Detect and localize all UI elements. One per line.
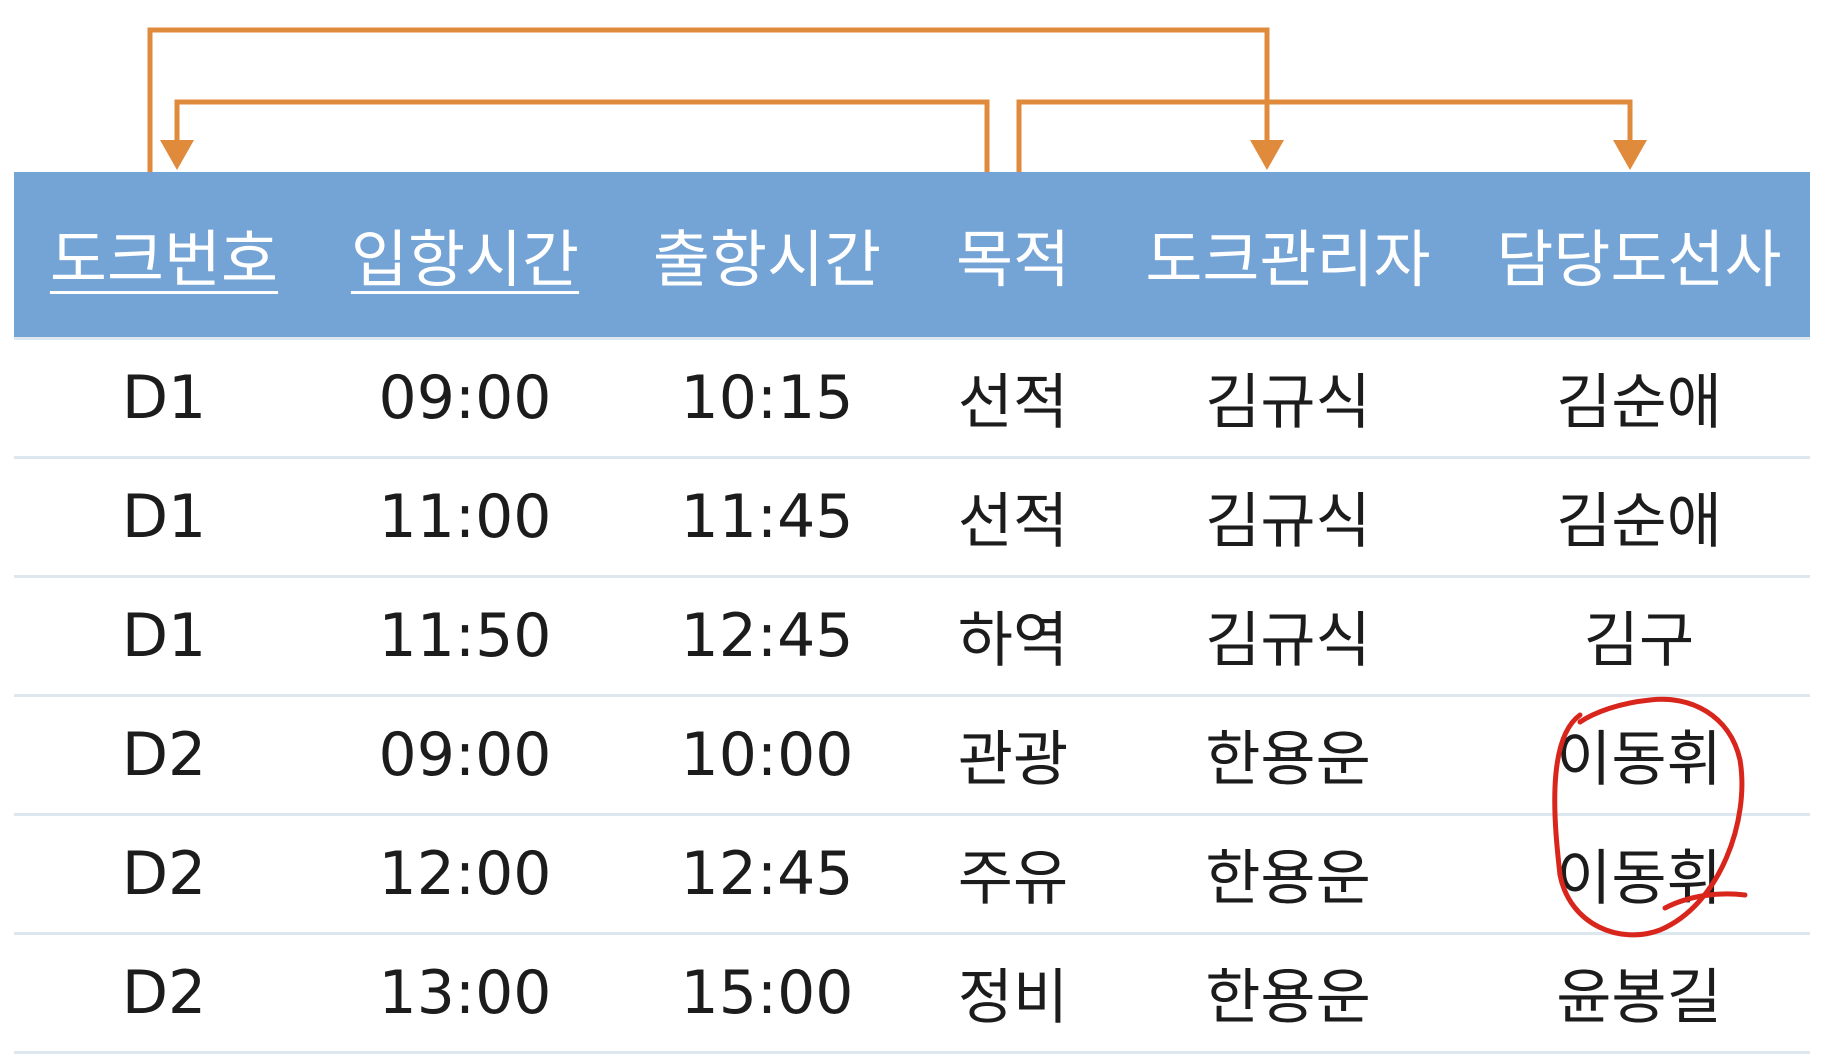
header-dock-number-label: 도크번호 [49, 223, 279, 297]
cell-dock-number: D1 [14, 576, 314, 697]
cell-dock-number: D2 [14, 814, 314, 935]
header-dock-manager-label: 도크관리자 [1145, 223, 1431, 297]
header-arrival-time-label: 입항시간 [350, 223, 580, 297]
cell-departure-time: 11:45 [616, 457, 918, 578]
cell-pilot: 윤봉길 [1468, 933, 1810, 1054]
cell-departure-time: 10:00 [616, 695, 918, 816]
table-row: D1 11:50 12:45 하역 김규식 김구 [14, 576, 1810, 697]
cell-arrival-time: 11:00 [314, 457, 616, 578]
cell-dock-manager: 한용운 [1108, 695, 1468, 816]
cell-dock-manager: 김규식 [1108, 336, 1468, 459]
cell-dock-manager: 한용운 [1108, 814, 1468, 935]
cell-dock-manager: 김규식 [1108, 576, 1468, 697]
header-arrival-time: 입항시간 [314, 172, 616, 338]
table-row: D1 11:00 11:45 선적 김규식 김순애 [14, 457, 1810, 578]
header-pilot: 담당도선사 [1468, 172, 1810, 338]
cell-purpose: 주유 [918, 814, 1108, 935]
cell-dock-number: D1 [14, 336, 314, 459]
cell-pilot: 김구 [1468, 576, 1810, 697]
cell-arrival-time: 09:00 [314, 695, 616, 816]
header-departure-time: 출항시간 [616, 172, 918, 338]
table-row: D2 13:00 15:00 정비 한용운 윤봉길 [14, 933, 1810, 1054]
header-dock-number: 도크번호 [14, 172, 314, 338]
cell-arrival-time: 09:00 [314, 336, 616, 459]
cell-departure-time: 10:15 [616, 336, 918, 459]
cell-purpose: 정비 [918, 933, 1108, 1054]
dependency-arrows [147, 27, 1647, 172]
dock-schedule-table-container: 도크번호 입항시간 출항시간 목적 도크관리자 담당도선사 D1 09:00 1… [14, 172, 1810, 1054]
cell-departure-time: 12:45 [616, 576, 918, 697]
header-row: 도크번호 입항시간 출항시간 목적 도크관리자 담당도선사 [14, 172, 1810, 338]
cell-dock-manager: 김규식 [1108, 457, 1468, 578]
cell-pilot: 이동휘 [1468, 814, 1810, 935]
cell-arrival-time: 13:00 [314, 933, 616, 1054]
table-body: D1 09:00 10:15 선적 김규식 김순애 D1 11:00 11:45… [14, 336, 1810, 1054]
cell-pilot: 김순애 [1468, 336, 1810, 459]
table-row: D1 09:00 10:15 선적 김규식 김순애 [14, 336, 1810, 459]
header-purpose: 목적 [918, 172, 1108, 338]
header-pilot-label: 담당도선사 [1496, 223, 1782, 297]
header-dock-manager: 도크관리자 [1108, 172, 1468, 338]
cell-pilot: 이동휘 [1468, 695, 1810, 816]
cell-purpose: 관광 [918, 695, 1108, 816]
table-row: D2 12:00 12:45 주유 한용운 이동휘 [14, 814, 1810, 935]
cell-dock-number: D1 [14, 457, 314, 578]
cell-arrival-time: 12:00 [314, 814, 616, 935]
cell-dock-manager: 한용운 [1108, 933, 1468, 1054]
header-departure-time-label: 출항시간 [652, 223, 882, 297]
table-row: D2 09:00 10:00 관광 한용운 이동휘 [14, 695, 1810, 816]
arrowhead-purpose-to-dock [160, 140, 194, 170]
arrow-dock-to-manager [147, 27, 1270, 172]
arrow-purpose-to-pilot [1016, 99, 1633, 172]
cell-purpose: 선적 [918, 336, 1108, 459]
arrow-purpose-to-dock [174, 99, 990, 172]
cell-dock-number: D2 [14, 695, 314, 816]
header-purpose-label: 목적 [955, 223, 1071, 297]
cell-pilot: 김순애 [1468, 457, 1810, 578]
table-header: 도크번호 입항시간 출항시간 목적 도크관리자 담당도선사 [14, 172, 1810, 338]
cell-departure-time: 15:00 [616, 933, 918, 1054]
cell-departure-time: 12:45 [616, 814, 918, 935]
dock-schedule-table: 도크번호 입항시간 출항시간 목적 도크관리자 담당도선사 D1 09:00 1… [14, 172, 1810, 1054]
arrowhead-purpose-to-pilot [1613, 140, 1647, 170]
cell-purpose: 하역 [918, 576, 1108, 697]
cell-dock-number: D2 [14, 933, 314, 1054]
arrowhead-dock-to-manager [1250, 140, 1284, 170]
cell-arrival-time: 11:50 [314, 576, 616, 697]
cell-purpose: 선적 [918, 457, 1108, 578]
